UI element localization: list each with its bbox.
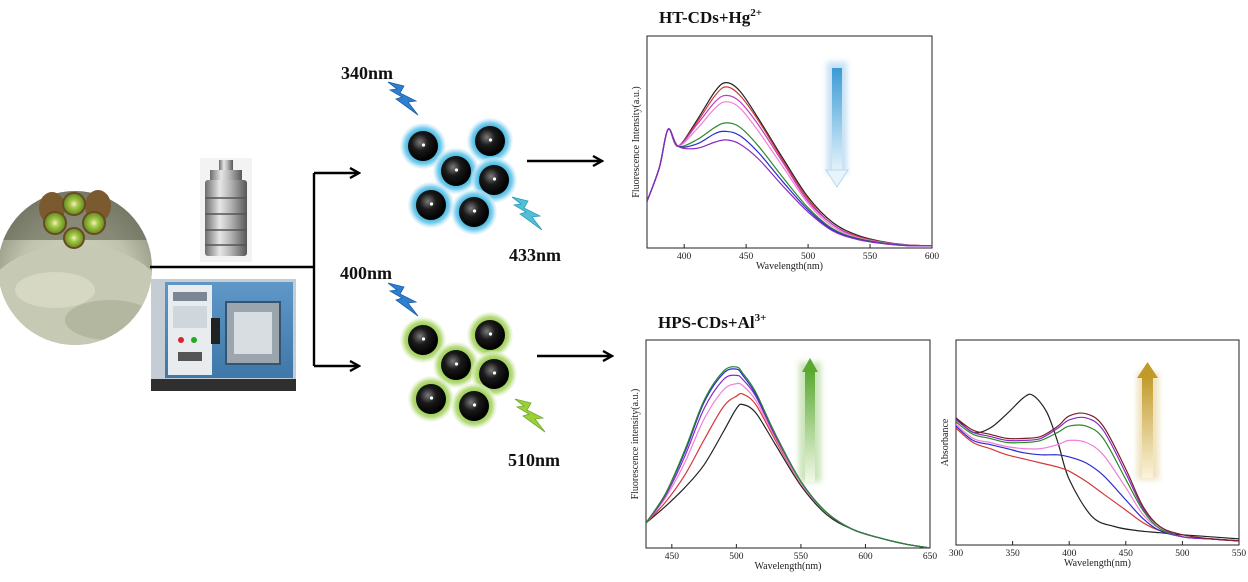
x-tick-label: 500	[729, 552, 744, 562]
lightning-icon	[514, 398, 546, 433]
emission-label-bottom: 510nm	[508, 450, 560, 470]
x-tick-label: 450	[665, 552, 680, 562]
green-carbon-dots-cluster	[400, 312, 517, 429]
series-line-2	[956, 425, 1239, 542]
increase-arrow-icon	[1137, 362, 1159, 480]
x-axis-label: Wavelength(nm)	[755, 561, 822, 572]
increase-arrow-icon	[799, 358, 821, 482]
flow-connectors	[150, 161, 612, 366]
x-tick-label: 500	[801, 252, 816, 262]
x-tick-label: 600	[858, 552, 873, 562]
series-line-4	[956, 421, 1239, 542]
x-tick-label: 550	[863, 252, 878, 262]
lightning-icon	[387, 282, 419, 317]
lightning-icon	[387, 81, 419, 116]
chart-title-bottom: HPS-CDs+Al3+	[658, 312, 766, 332]
autoclave-image	[200, 158, 252, 262]
carbon-dot	[451, 189, 497, 235]
series-line-6	[647, 128, 932, 247]
fluorescence-chart-hg: 400 450 500 550 600 Wavelength(nm) Fluorescenc…	[631, 35, 940, 272]
y-axis-label: Fluorescence Intensity(a.u.)	[631, 86, 642, 197]
x-tick-label: 600	[925, 252, 940, 262]
carbon-dot	[408, 182, 454, 228]
x-axis-label: Wavelength(nm)	[1064, 558, 1131, 569]
x-tick-label: 400	[1062, 549, 1077, 559]
carbon-dot	[408, 376, 454, 422]
absorbance-chart-al: 300 350 400 450 500 550 Wavelength(nm) Absorban…	[940, 339, 1247, 569]
x-tick-label: 650	[923, 552, 938, 562]
kiwi-slices	[39, 190, 111, 249]
carbon-dot	[451, 383, 497, 429]
drying-oven-image	[151, 279, 296, 391]
carbon-dot	[467, 312, 513, 358]
x-tick-label: 550	[1232, 549, 1247, 559]
lightning-icon	[511, 196, 543, 231]
kiwi-powder-image	[0, 190, 152, 345]
x-tick-label: 350	[1005, 549, 1020, 559]
carbon-dot	[400, 317, 446, 363]
x-tick-label: 450	[739, 252, 754, 262]
x-tick-label: 550	[794, 552, 809, 562]
carbon-dot	[400, 123, 446, 169]
series-line-5	[646, 366, 930, 548]
x-tick-label: 300	[949, 549, 964, 559]
excitation-label-top: 340nm	[341, 63, 393, 83]
x-tick-label: 400	[677, 252, 692, 262]
x-axis-label: Wavelength(nm)	[756, 261, 823, 272]
x-tick-label: 450	[1119, 549, 1134, 559]
excitation-label-bottom: 400nm	[340, 263, 392, 283]
carbon-dot	[433, 148, 479, 194]
y-axis-label: Fluorescence intensity(a.u.)	[630, 389, 641, 500]
carbon-dot	[467, 118, 513, 164]
plot-frame	[646, 35, 933, 249]
x-tick-label: 500	[1175, 549, 1190, 559]
fluorescence-chart-al: 450 500 550 600 650 Wavelength(nm) Fluorescenc…	[630, 339, 938, 572]
emission-label-top: 433nm	[509, 245, 561, 265]
blue-carbon-dots-cluster	[400, 118, 517, 235]
carbon-dot	[433, 342, 479, 388]
chart-title-top: HT-CDs+Hg2+	[659, 7, 762, 27]
series-line-6	[956, 412, 1239, 542]
series-line-5	[956, 416, 1239, 542]
y-axis-label: Absorbance	[940, 418, 951, 466]
plot-frame	[955, 339, 1240, 546]
decrease-arrow-icon	[825, 62, 849, 188]
